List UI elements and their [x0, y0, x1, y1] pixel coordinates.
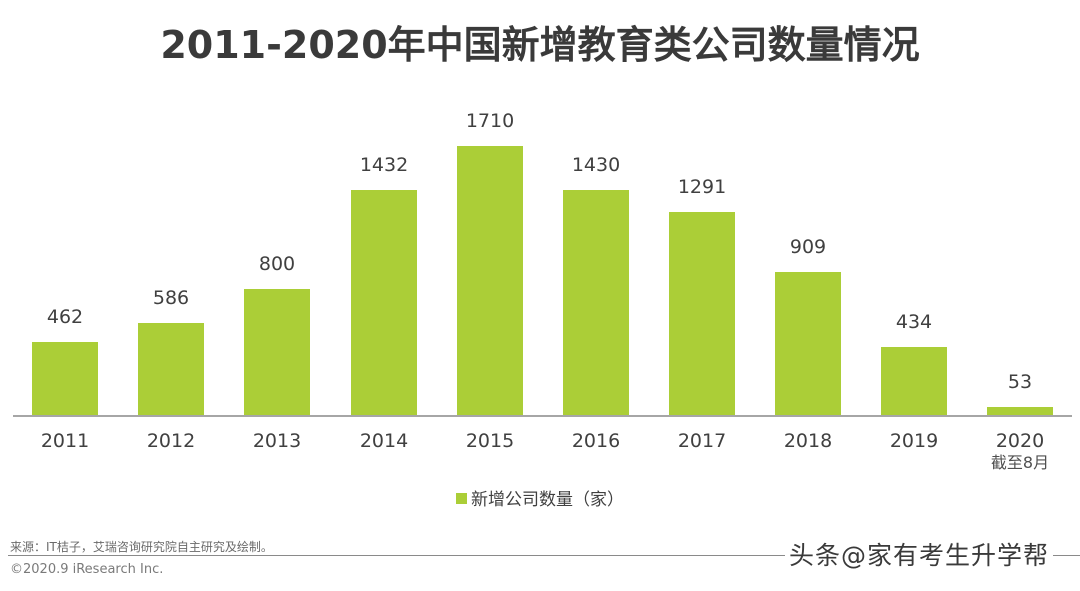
x-tick-text: 2016: [571, 430, 621, 452]
value-label: 53: [1007, 371, 1033, 393]
x-tick-text: 2013: [252, 430, 302, 452]
watermark: 头条@家有考生升学帮: [785, 536, 1054, 572]
x-tick-label: 2015: [430, 430, 550, 452]
x-tick-text: 2019: [889, 430, 939, 452]
x-tick-text: 2017: [677, 430, 727, 452]
value-label: 586: [152, 287, 190, 309]
bar-2019: [881, 347, 947, 415]
source-note: 来源：IT桔子，艾瑞咨询研究院自主研究及绘制。: [10, 540, 273, 554]
bar-2017: [669, 212, 735, 415]
footer-divider: [8, 555, 1080, 556]
x-tick-label: 2013: [217, 430, 337, 452]
x-tick-label: 2020 截至8月: [960, 430, 1080, 474]
bar-2011: [32, 342, 98, 415]
x-tick-subtext: 截至8月: [990, 453, 1050, 472]
value-label: 909: [789, 236, 827, 258]
x-tick-text: 2020: [995, 430, 1045, 452]
legend: 新增公司数量（家）: [0, 485, 1080, 510]
bar-2013: [244, 289, 310, 415]
value-label: 800: [258, 253, 296, 275]
bar-2016: [563, 190, 629, 415]
x-tick-label: 2017: [642, 430, 762, 452]
value-label: 1430: [571, 154, 621, 176]
chart-title: 2011-2020年中国新增教育类公司数量情况: [160, 23, 920, 67]
bar-2018: [775, 272, 841, 415]
x-tick-text: 2015: [465, 430, 515, 452]
value-label: 434: [895, 311, 933, 333]
x-tick-label: 2018: [748, 430, 868, 452]
bar-2014: [351, 190, 417, 415]
value-label: 1432: [359, 154, 409, 176]
x-tick-label: 2012: [111, 430, 231, 452]
x-tick-label: 2019: [854, 430, 974, 452]
bar-2020: [987, 407, 1053, 415]
x-tick-text: 2014: [359, 430, 409, 452]
x-tick-label: 2011: [5, 430, 125, 452]
x-tick-text: 2018: [783, 430, 833, 452]
x-tick-label: 2016: [536, 430, 656, 452]
x-tick-label: 2014: [324, 430, 444, 452]
value-label: 462: [46, 306, 84, 328]
legend-swatch: [456, 492, 467, 504]
x-tick-text: 2012: [146, 430, 196, 452]
value-label: 1291: [677, 176, 727, 198]
legend-label: 新增公司数量（家）: [471, 490, 624, 510]
bar-2015: [457, 146, 523, 415]
value-label: 1710: [465, 110, 515, 132]
x-axis-line: [13, 415, 1072, 417]
copyright: ©2020.9 iResearch Inc.: [10, 562, 164, 577]
x-tick-text: 2011: [40, 430, 90, 452]
bar-2012: [138, 323, 204, 415]
